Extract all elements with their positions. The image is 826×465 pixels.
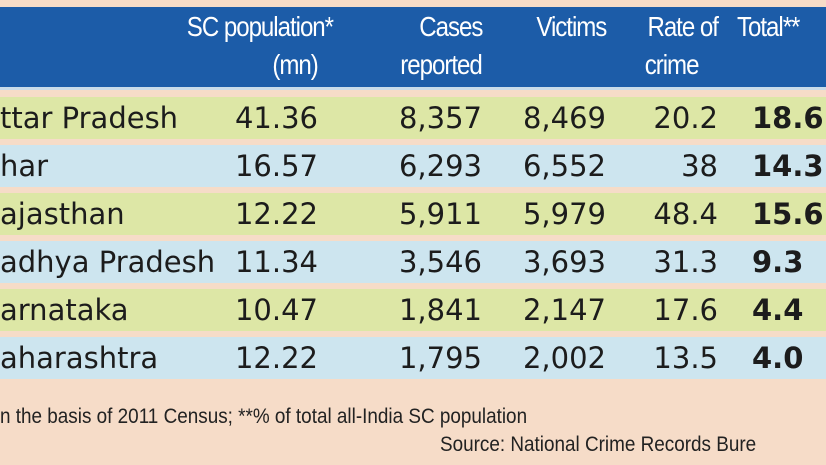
cell-cases-reported: 6,293 <box>398 149 482 183</box>
cell-victims: 2,147 <box>522 293 606 327</box>
header-total: Total** <box>737 11 800 42</box>
cell-state-name: aharashtra <box>0 341 159 375</box>
header-sc-population: SC population* <box>186 11 334 42</box>
cell-state-name: ttar Pradesh <box>0 101 179 135</box>
cell-victims: 3,693 <box>522 245 606 279</box>
cell-total-share: 14.3 <box>752 149 824 183</box>
cell-sc-population: 41.36 <box>234 101 318 135</box>
table-row: arnataka 10.47 1,841 2,147 17.6 4.4 <box>0 289 826 331</box>
cell-victims: 5,979 <box>522 197 606 231</box>
cell-total-share: 4.4 <box>752 293 804 327</box>
table-row: aharashtra 12.22 1,795 2,002 13.5 4.0 <box>0 337 826 379</box>
header-rate: Rate of <box>647 11 719 42</box>
cell-rate-of-crime: 20.2 <box>653 101 718 135</box>
cell-sc-population: 10.47 <box>234 293 318 327</box>
cell-victims: 6,552 <box>522 149 606 183</box>
cell-sc-population: 12.22 <box>234 197 318 231</box>
cell-total-share: 9.3 <box>752 245 804 279</box>
cell-victims: 2,002 <box>522 341 606 375</box>
cell-cases-reported: 8,357 <box>398 101 482 135</box>
cell-rate-of-crime: 31.3 <box>653 245 718 279</box>
header-victims: Victims <box>536 11 607 42</box>
cell-cases-reported: 3,546 <box>398 245 482 279</box>
header-cases: Cases <box>418 11 483 42</box>
cell-total-share: 4.0 <box>752 341 804 375</box>
cell-sc-population: 12.22 <box>234 341 318 375</box>
cell-state-name: har <box>0 149 49 183</box>
table-row: ttar Pradesh 41.36 8,357 8,469 20.2 18.6 <box>0 97 826 139</box>
table-row: har 16.57 6,293 6,552 38 14.3 <box>0 145 826 187</box>
cell-state-name: ajasthan <box>0 197 125 231</box>
cell-victims: 8,469 <box>522 101 606 135</box>
table-header: SC population* (mn) Cases reported Victi… <box>0 7 826 90</box>
header-sc-population-unit: (mn) <box>272 49 319 80</box>
source-note: Source: National Crime Records Bure <box>440 433 757 456</box>
cell-rate-of-crime: 38 <box>681 149 718 183</box>
cell-cases-reported: 1,841 <box>398 293 482 327</box>
cell-total-share: 15.6 <box>752 197 824 231</box>
cell-rate-of-crime: 48.4 <box>653 197 718 231</box>
table-row: ajasthan 12.22 5,911 5,979 48.4 15.6 <box>0 193 826 235</box>
cell-state-name: adhya Pradesh <box>0 245 216 279</box>
cell-cases-reported: 5,911 <box>398 197 482 231</box>
header-rate-crime: crime <box>644 49 699 80</box>
header-cases-reported: reported <box>400 49 483 80</box>
table-row: adhya Pradesh 11.34 3,546 3,693 31.3 9.3 <box>0 241 826 283</box>
cell-cases-reported: 1,795 <box>398 341 482 375</box>
cell-state-name: arnataka <box>0 293 129 327</box>
cell-sc-population: 16.57 <box>234 149 318 183</box>
footnote: n the basis of 2011 Census; **% of total… <box>0 405 528 428</box>
cell-total-share: 18.6 <box>752 101 824 135</box>
cell-rate-of-crime: 13.5 <box>653 341 718 375</box>
cell-rate-of-crime: 17.6 <box>653 293 718 327</box>
cell-sc-population: 11.34 <box>234 245 318 279</box>
